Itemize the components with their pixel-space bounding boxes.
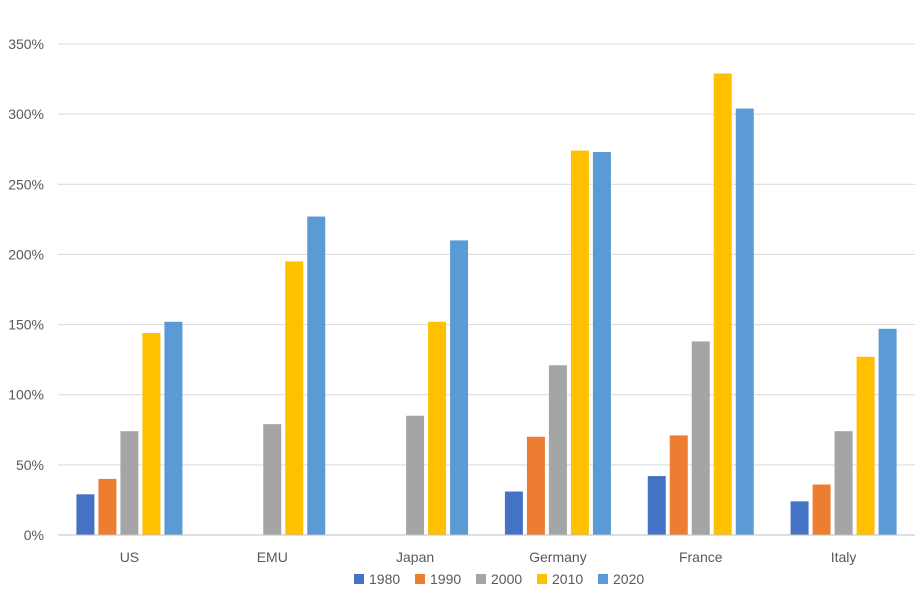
legend-item: 2010 [537, 571, 583, 587]
legend-item: 1980 [354, 571, 400, 587]
y-tick-label: 50% [16, 457, 44, 473]
bar-us-1990 [98, 478, 117, 535]
legend-item: 2000 [476, 571, 522, 587]
bar-france-2020 [735, 108, 754, 535]
bar-us-2020 [164, 321, 183, 535]
y-axis-tick-labels: 0% 50% 100% 150% 200% 250% 300% 350% [8, 36, 44, 543]
bar-emu-2000 [263, 424, 282, 535]
legend-label: 2010 [552, 571, 583, 587]
bar-japan-2000 [406, 415, 425, 535]
legend-swatch [476, 574, 486, 584]
gridlines [58, 43, 915, 466]
bar-italy-2020 [878, 328, 897, 535]
x-tick-label: EMU [257, 549, 288, 565]
y-tick-label: 300% [8, 106, 44, 122]
legend: 1980 1990 2000 2010 2020 [354, 571, 644, 587]
legend-swatch [598, 574, 608, 584]
bar-germany-1990 [526, 436, 545, 535]
legend-label: 2020 [613, 571, 644, 587]
bar-france-2010 [713, 73, 732, 536]
bar-france-1990 [669, 435, 688, 535]
y-tick-label: 200% [8, 246, 44, 262]
y-tick-label: 100% [8, 387, 44, 403]
bar-germany-2000 [548, 365, 567, 535]
bar-france-1980 [647, 476, 666, 535]
bar-italy-1990 [812, 484, 831, 535]
bar-italy-2000 [834, 431, 853, 535]
legend-label: 2000 [491, 571, 522, 587]
bar-us-1980 [76, 494, 95, 535]
bar-us-2010 [142, 332, 161, 535]
y-tick-label: 350% [8, 36, 44, 52]
x-axis-tick-labels: US EMU Japan Germany France Italy [120, 549, 857, 565]
bar-emu-2010 [285, 261, 304, 535]
legend-swatch [415, 574, 425, 584]
legend-item: 2020 [598, 571, 644, 587]
x-tick-label: France [679, 549, 723, 565]
bar-us-2000 [120, 431, 139, 535]
bar-germany-2010 [570, 150, 589, 536]
y-tick-label: 250% [8, 176, 44, 192]
bar-italy-1980 [790, 501, 809, 535]
bar-germany-1980 [504, 491, 523, 535]
bar-japan-2010 [428, 321, 447, 535]
legend-label: 1980 [369, 571, 400, 587]
bars [76, 73, 897, 536]
y-tick-label: 0% [24, 527, 44, 543]
x-tick-label: Germany [529, 549, 587, 565]
legend-swatch [354, 574, 364, 584]
bar-japan-2020 [450, 240, 469, 535]
bar-emu-2020 [307, 216, 326, 535]
legend-swatch [537, 574, 547, 584]
bar-germany-2020 [592, 152, 611, 535]
x-tick-label: Japan [396, 549, 434, 565]
x-tick-label: US [120, 549, 139, 565]
legend-label: 1990 [430, 571, 461, 587]
legend-item: 1990 [415, 571, 461, 587]
bar-france-2000 [691, 341, 710, 535]
x-tick-label: Italy [831, 549, 857, 565]
y-tick-label: 150% [8, 317, 44, 333]
bar-italy-2010 [856, 356, 875, 535]
